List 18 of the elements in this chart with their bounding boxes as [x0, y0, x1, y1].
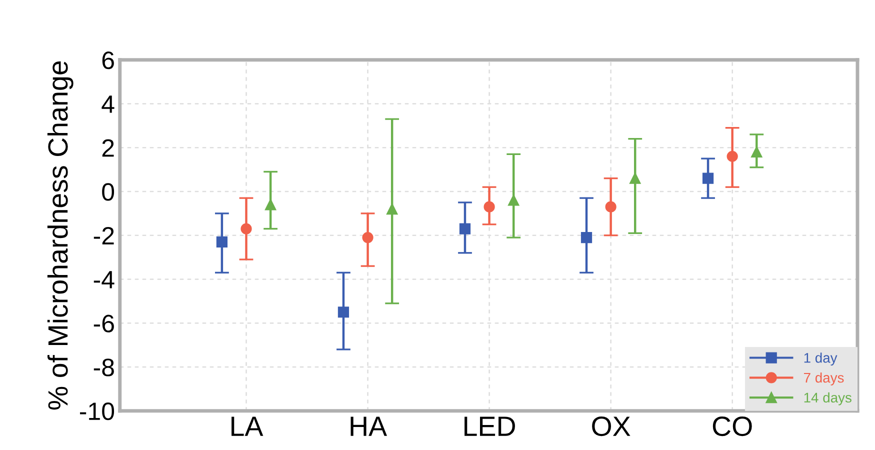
- x-tick-label: OX: [592, 416, 630, 436]
- y-tick-label: 0: [102, 183, 114, 201]
- legend-label: 14 days: [804, 392, 852, 406]
- legend-label: 7 days: [804, 372, 844, 386]
- x-tick-label: LA: [232, 416, 264, 436]
- x-tick-label: HA: [350, 416, 388, 436]
- y-tick-label: -8: [94, 358, 114, 376]
- x-tick-label: CO: [712, 416, 752, 436]
- y-tick-label: 4: [102, 96, 114, 113]
- x-tick-label: LED: [464, 416, 515, 436]
- legend-label: 1 day: [804, 352, 838, 366]
- y-tick-label: -4: [94, 271, 114, 288]
- y-tick-label: -10: [80, 402, 114, 420]
- y-tick-label: -6: [94, 314, 114, 332]
- y-tick-label: 6: [102, 51, 114, 70]
- y-axis-title: % of Microhardness Change: [47, 61, 74, 410]
- y-tick-label: -2: [94, 226, 114, 244]
- y-tick-label: 2: [102, 139, 114, 157]
